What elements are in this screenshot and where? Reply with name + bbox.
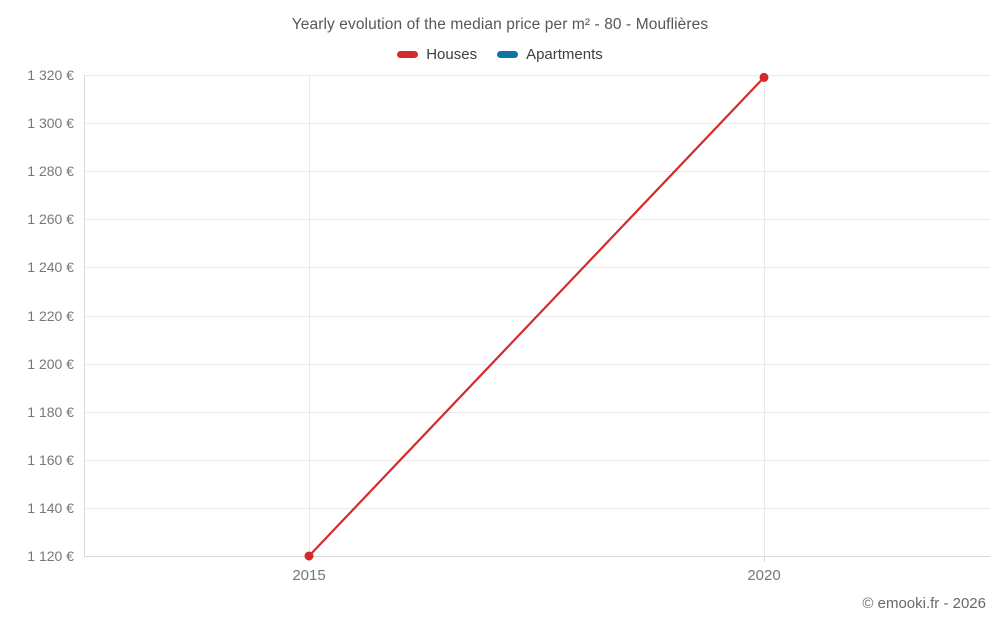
y-gridline	[84, 123, 990, 125]
chart-legend: Houses Apartments	[0, 46, 1000, 63]
y-axis-tick-label: 1 160 €	[27, 451, 74, 468]
y-axis-tick-label: 1 120 €	[27, 548, 74, 564]
y-gridline	[84, 363, 990, 365]
legend-item-apartments[interactable]: Apartments	[497, 46, 603, 63]
y-gridline	[84, 171, 990, 173]
y-gridline	[84, 267, 990, 269]
y-axis-tick-label: 1 320 €	[27, 67, 74, 83]
apartments-series-swatch-icon	[497, 51, 519, 58]
legend-label-houses: Houses	[426, 46, 478, 63]
y-gridline	[84, 411, 990, 413]
y-axis-tick-label: 1 240 €	[27, 259, 74, 276]
x-axis-tick-label: 2015	[292, 567, 326, 584]
y-gridline	[84, 219, 990, 221]
chart-title: Yearly evolution of the median price per…	[291, 16, 709, 33]
copyright-watermark: © emooki.fr - 2026	[862, 595, 986, 612]
y-gridline	[84, 459, 990, 461]
y-axis-tick-label: 1 180 €	[27, 403, 74, 420]
x-axis-tick	[764, 556, 765, 562]
x-axis-line	[84, 556, 990, 557]
y-axis-tick-label: 1 260 €	[27, 211, 74, 228]
houses-data-point[interactable]	[304, 551, 314, 561]
y-axis-line	[84, 75, 85, 556]
legend-item-houses[interactable]: Houses	[397, 46, 477, 63]
y-axis-tick-label: 1 200 €	[27, 355, 74, 372]
y-axis-tick-label: 1 280 €	[27, 163, 74, 180]
x-gridline	[764, 75, 765, 556]
y-axis-tick-label: 1 140 €	[27, 499, 74, 516]
legend-label-apartments: Apartments	[526, 46, 603, 63]
y-axis-tick-label: 1 300 €	[27, 115, 74, 132]
x-gridline	[309, 75, 310, 556]
houses-data-point[interactable]	[759, 72, 769, 82]
y-gridline	[84, 75, 990, 76]
houses-series-swatch-icon	[397, 51, 419, 58]
y-gridline	[84, 507, 990, 509]
y-axis-tick-label: 1 220 €	[27, 307, 74, 324]
x-axis-tick-label: 2020	[747, 567, 781, 584]
houses-series-line	[308, 76, 765, 557]
